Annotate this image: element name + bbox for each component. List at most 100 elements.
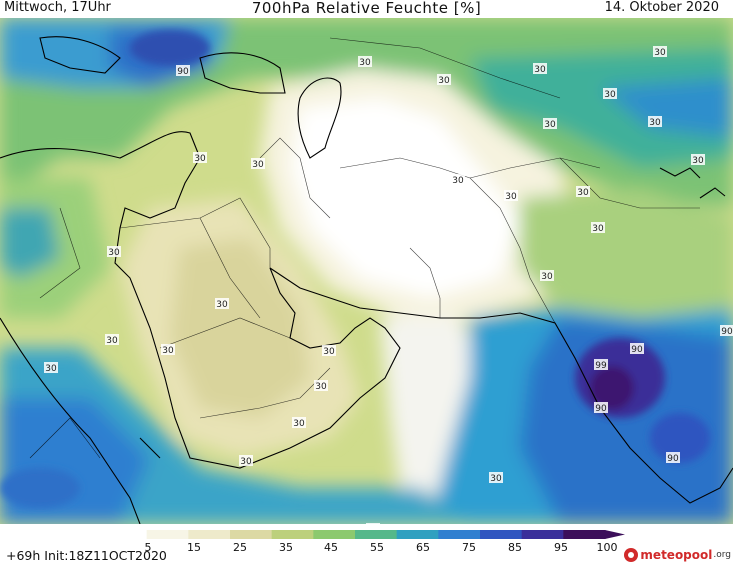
contour-label: 30: [215, 298, 229, 310]
forecast-init-label: +69h Init:18Z11OCT2020: [6, 548, 167, 563]
svg-text:30: 30: [490, 474, 502, 484]
contour-label: 90: [720, 325, 733, 337]
legend-swatch: [313, 530, 356, 539]
logo-name: meteopool: [640, 548, 713, 562]
legend-colorbar: [105, 530, 625, 539]
logo-tld: .org: [713, 550, 731, 560]
contour-label: 30: [451, 174, 465, 186]
legend-tick: 95: [554, 541, 568, 554]
svg-text:30: 30: [534, 65, 546, 75]
contour-label: 30: [107, 246, 121, 258]
svg-text:30: 30: [604, 90, 616, 100]
contour-label: 30: [193, 152, 207, 164]
svg-text:30: 30: [240, 457, 252, 467]
legend-tick: 15: [187, 541, 201, 554]
legend-tick: 5: [144, 541, 152, 554]
legend-tick: 25: [233, 541, 247, 554]
contour-label: 30: [543, 118, 557, 130]
legend-swatch: [355, 530, 398, 539]
svg-text:30: 30: [252, 160, 264, 170]
svg-text:90: 90: [667, 454, 679, 464]
legend-swatch: [521, 530, 564, 539]
humidity-cores: [0, 30, 710, 508]
legend-tick: 85: [508, 541, 522, 554]
legend-swatch: [563, 530, 606, 539]
contour-label: 30: [533, 63, 547, 75]
svg-text:30: 30: [162, 346, 174, 356]
svg-text:30: 30: [438, 76, 450, 86]
contour-label: 30: [648, 116, 662, 128]
contour-labels: 90 30 30 30 30 30 30 30 30 30 30 30 30 3…: [44, 46, 733, 524]
contour-label: 90: [666, 452, 680, 464]
legend-tick: 35: [279, 541, 293, 554]
country-borders: [29, 37, 700, 459]
svg-text:30: 30: [315, 382, 327, 392]
contour-label: 30: [105, 334, 119, 346]
legend-swatch: [188, 530, 231, 539]
svg-text:90: 90: [595, 404, 607, 414]
contour-label: 30: [366, 523, 380, 524]
legend-swatch: [438, 530, 481, 539]
humidity-map-canvas: 90 30 30 30 30 30 30 30 30 30 30 30 30 3…: [0, 18, 733, 524]
svg-text:30: 30: [544, 120, 556, 130]
svg-text:90: 90: [177, 67, 189, 77]
svg-text:30: 30: [649, 118, 661, 128]
svg-text:30: 30: [216, 300, 228, 310]
legend-arrow: [605, 530, 625, 539]
chart-title: 700hPa Relative Feuchte [%]: [251, 0, 482, 17]
contour-label: 30: [161, 344, 175, 356]
contour-label: 30: [437, 74, 451, 86]
contour-label: 30: [292, 417, 306, 429]
contour-label: 90: [594, 402, 608, 414]
svg-text:30: 30: [194, 154, 206, 164]
svg-text:30: 30: [505, 192, 517, 202]
contour-label: 30: [314, 380, 328, 392]
legend-swatch: [396, 530, 439, 539]
legend-swatch: [480, 530, 523, 539]
meteopool-logo[interactable]: meteopool .org: [624, 546, 731, 564]
legend-tick: 65: [416, 541, 430, 554]
contour-label: 30: [576, 186, 590, 198]
contour-label: 90: [630, 343, 644, 355]
svg-text:30: 30: [452, 176, 464, 186]
legend-swatch: [271, 530, 314, 539]
chart-header: Mittwoch, 17Uhr 700hPa Relative Feuchte …: [0, 0, 733, 18]
contour-label: 30: [44, 362, 58, 374]
svg-text:30: 30: [323, 347, 335, 357]
contour-label: 30: [489, 472, 503, 484]
meteopool-logo-icon: [624, 548, 639, 562]
legend-tick: 100: [596, 541, 618, 554]
svg-text:30: 30: [592, 224, 604, 234]
contour-label: 30: [504, 190, 518, 202]
legend-swatch: [146, 530, 189, 539]
contour-label: 30: [239, 455, 253, 467]
legend-tick: 55: [370, 541, 384, 554]
svg-text:30: 30: [108, 248, 120, 258]
contour-label: 30: [251, 158, 265, 170]
svg-text:30: 30: [577, 188, 589, 198]
contour-label: 30: [653, 46, 667, 58]
svg-text:30: 30: [359, 58, 371, 68]
svg-text:30: 30: [654, 48, 666, 58]
contour-label: 30: [540, 270, 554, 282]
legend-swatch: [105, 530, 148, 539]
contour-label: 30: [591, 222, 605, 234]
svg-text:30: 30: [293, 419, 305, 429]
humidity-fields: [0, 18, 733, 524]
legend-tick: 45: [324, 541, 338, 554]
svg-text:30: 30: [45, 364, 57, 374]
legend-swatch: [230, 530, 273, 539]
contour-label: 99: [594, 359, 608, 371]
valid-time-label: Mittwoch, 17Uhr: [4, 0, 111, 15]
contour-label: 90: [176, 65, 190, 77]
contour-label: 30: [691, 154, 705, 166]
contour-label: 30: [603, 88, 617, 100]
contour-label: 30: [358, 56, 372, 68]
humidity-map: 90 30 30 30 30 30 30 30 30 30 30 30 30 3…: [0, 18, 733, 524]
legend-tick: 75: [462, 541, 476, 554]
svg-text:90: 90: [631, 345, 643, 355]
svg-text:30: 30: [692, 156, 704, 166]
svg-text:99: 99: [595, 361, 607, 371]
svg-text:90: 90: [721, 327, 733, 337]
valid-date-label: 14. Oktober 2020: [604, 0, 719, 15]
